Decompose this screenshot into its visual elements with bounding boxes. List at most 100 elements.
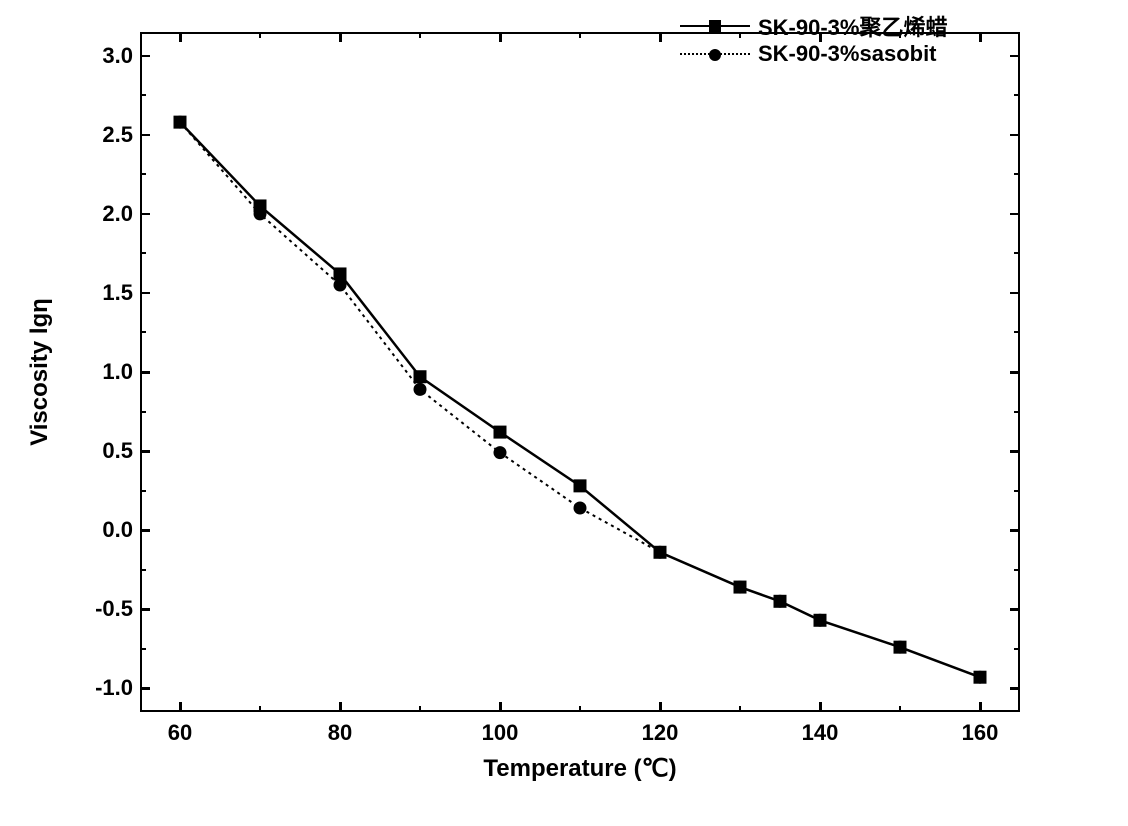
x-tick-major <box>819 702 822 712</box>
y-tick-major <box>140 134 150 137</box>
y-tick-minor-right <box>1014 173 1020 175</box>
series-marker <box>254 207 267 220</box>
y-tick-minor <box>140 411 146 413</box>
series-marker <box>734 581 747 594</box>
x-tick-major <box>179 702 182 712</box>
y-tick-label: 2.0 <box>85 201 133 227</box>
legend-line <box>680 25 750 27</box>
y-tick-minor <box>140 331 146 333</box>
series-marker <box>334 279 347 292</box>
y-tick-major <box>140 608 150 611</box>
series-marker <box>414 370 427 383</box>
legend-marker-icon <box>709 20 721 32</box>
y-tick-label: 0.5 <box>85 438 133 464</box>
y-tick-major-right <box>1010 687 1020 690</box>
series-marker <box>334 267 347 280</box>
y-tick-minor-right <box>1014 252 1020 254</box>
y-tick-major <box>140 687 150 690</box>
series-marker <box>574 479 587 492</box>
x-tick-label: 120 <box>642 720 679 746</box>
y-tick-label: 1.0 <box>85 359 133 385</box>
series-line <box>180 122 980 677</box>
series-marker <box>654 546 667 559</box>
y-tick-minor <box>140 648 146 650</box>
y-tick-major <box>140 213 150 216</box>
y-tick-minor <box>140 569 146 571</box>
x-tick-major-top <box>499 32 502 42</box>
legend: SK-90-3%聚乙烯蜡SK-90-3%sasobit <box>680 12 947 68</box>
y-tick-major-right <box>1010 55 1020 58</box>
y-tick-major-right <box>1010 450 1020 453</box>
x-tick-major <box>339 702 342 712</box>
x-tick-minor-top <box>419 32 421 38</box>
x-tick-minor <box>419 706 421 712</box>
y-tick-minor <box>140 490 146 492</box>
y-tick-major-right <box>1010 529 1020 532</box>
y-tick-minor <box>140 94 146 96</box>
x-tick-label: 140 <box>802 720 839 746</box>
x-tick-label: 100 <box>482 720 519 746</box>
series-marker <box>414 383 427 396</box>
y-tick-major-right <box>1010 371 1020 374</box>
y-tick-major <box>140 529 150 532</box>
y-tick-major-right <box>1010 292 1020 295</box>
x-tick-minor-top <box>739 32 741 38</box>
x-tick-minor-top <box>579 32 581 38</box>
x-tick-major-top <box>979 32 982 42</box>
series-marker <box>574 502 587 515</box>
series-marker <box>894 641 907 654</box>
series-marker <box>174 116 187 129</box>
x-tick-major <box>659 702 662 712</box>
y-tick-minor <box>140 252 146 254</box>
y-tick-label: -1.0 <box>85 675 133 701</box>
y-tick-major-right <box>1010 134 1020 137</box>
x-tick-major <box>979 702 982 712</box>
y-tick-label: -0.5 <box>85 596 133 622</box>
x-tick-major-top <box>819 32 822 42</box>
y-tick-minor-right <box>1014 490 1020 492</box>
y-tick-label: 2.5 <box>85 122 133 148</box>
y-tick-minor-right <box>1014 411 1020 413</box>
x-tick-minor-top <box>899 32 901 38</box>
x-tick-label: 60 <box>168 720 192 746</box>
y-tick-major-right <box>1010 608 1020 611</box>
y-tick-minor-right <box>1014 569 1020 571</box>
y-tick-label: 1.5 <box>85 280 133 306</box>
x-tick-minor <box>739 706 741 712</box>
y-tick-minor-right <box>1014 94 1020 96</box>
series-line <box>180 122 980 677</box>
x-tick-minor <box>579 706 581 712</box>
x-tick-label: 160 <box>962 720 999 746</box>
series-marker <box>494 446 507 459</box>
y-tick-major <box>140 55 150 58</box>
chart-svg <box>0 0 1128 826</box>
y-tick-major <box>140 292 150 295</box>
y-tick-major <box>140 371 150 374</box>
x-axis-label: Temperature (℃) <box>483 754 676 783</box>
y-tick-major <box>140 450 150 453</box>
y-tick-minor <box>140 173 146 175</box>
series-marker <box>974 671 987 684</box>
y-tick-minor-right <box>1014 648 1020 650</box>
viscosity-temperature-chart: SK-90-3%聚乙烯蜡SK-90-3%sasobit Temperature … <box>0 0 1128 826</box>
legend-marker-icon <box>709 49 721 61</box>
y-tick-minor-right <box>1014 331 1020 333</box>
series-marker <box>494 426 507 439</box>
x-tick-label: 80 <box>328 720 352 746</box>
series-marker <box>774 595 787 608</box>
legend-label: SK-90-3%sasobit <box>758 41 937 67</box>
legend-label: SK-90-3%聚乙烯蜡 <box>758 10 947 42</box>
y-tick-label: 0.0 <box>85 517 133 543</box>
x-tick-minor-top <box>259 32 261 38</box>
x-tick-minor <box>259 706 261 712</box>
series-marker <box>814 614 827 627</box>
legend-line <box>680 53 750 55</box>
legend-item: SK-90-3%sasobit <box>680 40 947 68</box>
x-tick-major-top <box>659 32 662 42</box>
x-tick-major-top <box>179 32 182 42</box>
y-axis-label: Viscosity lgη <box>26 298 54 446</box>
x-tick-major-top <box>339 32 342 42</box>
y-tick-major-right <box>1010 213 1020 216</box>
y-tick-label: 3.0 <box>85 43 133 69</box>
legend-item: SK-90-3%聚乙烯蜡 <box>680 12 947 40</box>
